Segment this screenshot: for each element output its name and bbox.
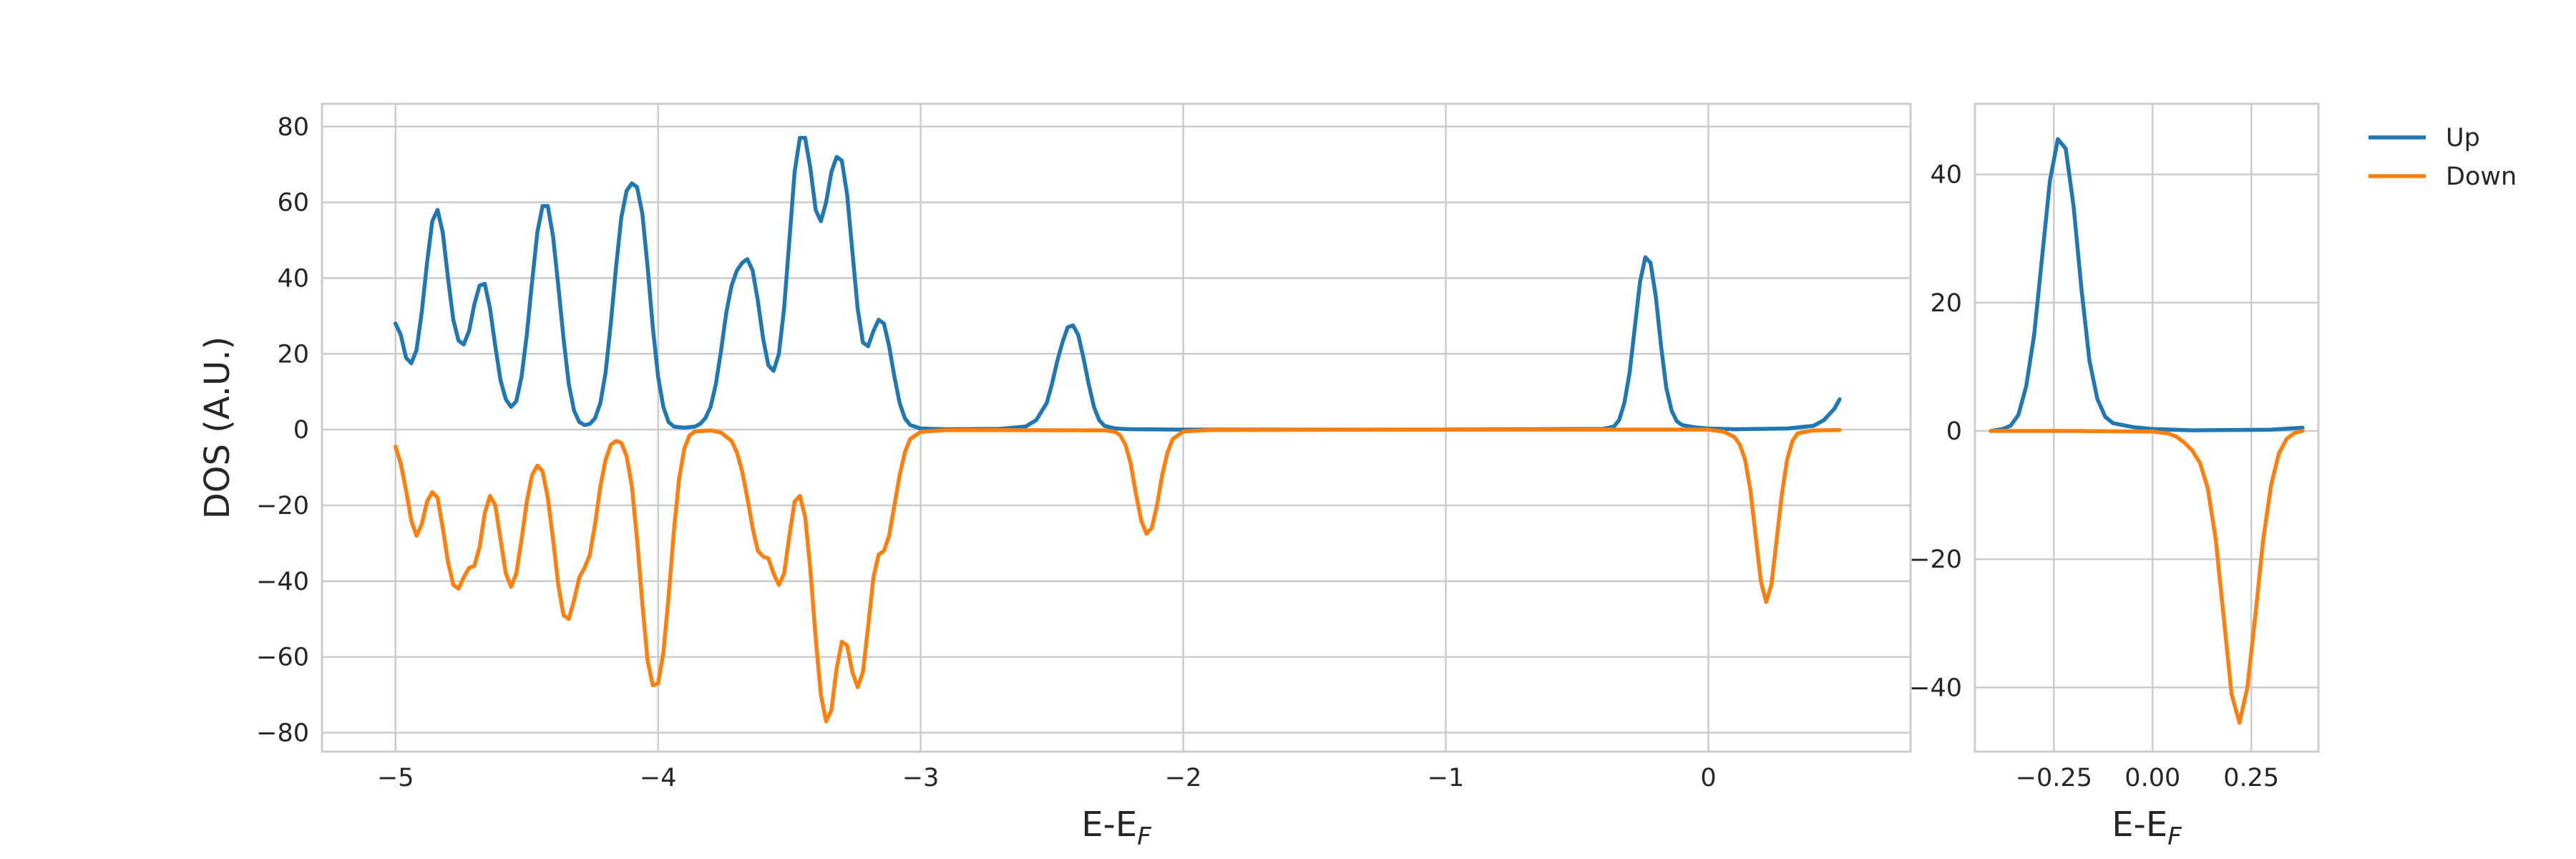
zoom-x-axis-label-main: E-E [2112,805,2167,845]
main-y-tick-label: −80 [256,719,309,748]
main-y-tick-label: 60 [277,189,309,218]
main-series-down-line [393,427,1842,724]
zoom-y-tick-label: −20 [1909,545,1962,574]
main-axes-frame [321,102,1912,753]
main-y-axis-label: DOS (A.U.) [197,336,238,520]
legend: Up Down [2368,124,2517,191]
zoom-series-down-line [1989,429,2305,725]
main-x-tick-label: −4 [640,764,677,792]
main-x-axis-label-main: E-E [1081,805,1137,845]
zoom-dos-panel: −0.25 0.00 0.25 −40 −20 0 20 40 E-EF [1909,102,2320,851]
main-y-tick-label: 0 [293,416,309,445]
main-x-tick-label: 0 [1700,764,1716,792]
zoom-x-tick-label: 0.00 [2124,764,2180,792]
zoom-x-axis-label: E-EF [2112,805,2182,851]
main-y-tick-label: 20 [277,340,309,369]
main-x-axis-label-subscript: F [1137,822,1151,851]
main-y-tick-label: 80 [277,113,309,142]
zoom-y-tick-label: 40 [1930,161,1962,190]
zoom-y-tick-label: −40 [1909,674,1962,702]
zoom-axes-frame [1974,102,2320,753]
zoom-series-up-line [1989,137,2305,433]
main-x-tick-label: −2 [1165,764,1202,792]
main-y-tick-label: −20 [256,492,309,520]
legend-up-label: Up [2446,124,2480,152]
zoom-x-axis-label-subscript: F [2167,822,2182,851]
main-y-tick-label: −40 [256,568,309,596]
main-y-tick-label: 40 [277,264,309,293]
main-x-axis-label: E-EF [1081,805,1151,851]
legend-down-label: Down [2446,162,2517,191]
main-x-tick-label: −5 [377,764,414,792]
main-dos-panel: −5 −4 −3 −2 −1 0 −80 −60 −40 −20 0 20 40 60 80 E-EF DOS … [197,102,1912,851]
zoom-x-tick-label: 0.25 [2223,764,2279,792]
zoom-y-tick-label: 20 [1930,289,1962,318]
main-series-up-line [393,135,1842,432]
main-x-tick-label: −1 [1428,764,1465,792]
zoom-x-tick-label: −0.25 [2016,764,2092,792]
main-x-tick-label: −3 [902,764,940,792]
main-y-tick-label: −60 [256,644,309,672]
zoom-y-tick-label: 0 [1946,417,1962,446]
